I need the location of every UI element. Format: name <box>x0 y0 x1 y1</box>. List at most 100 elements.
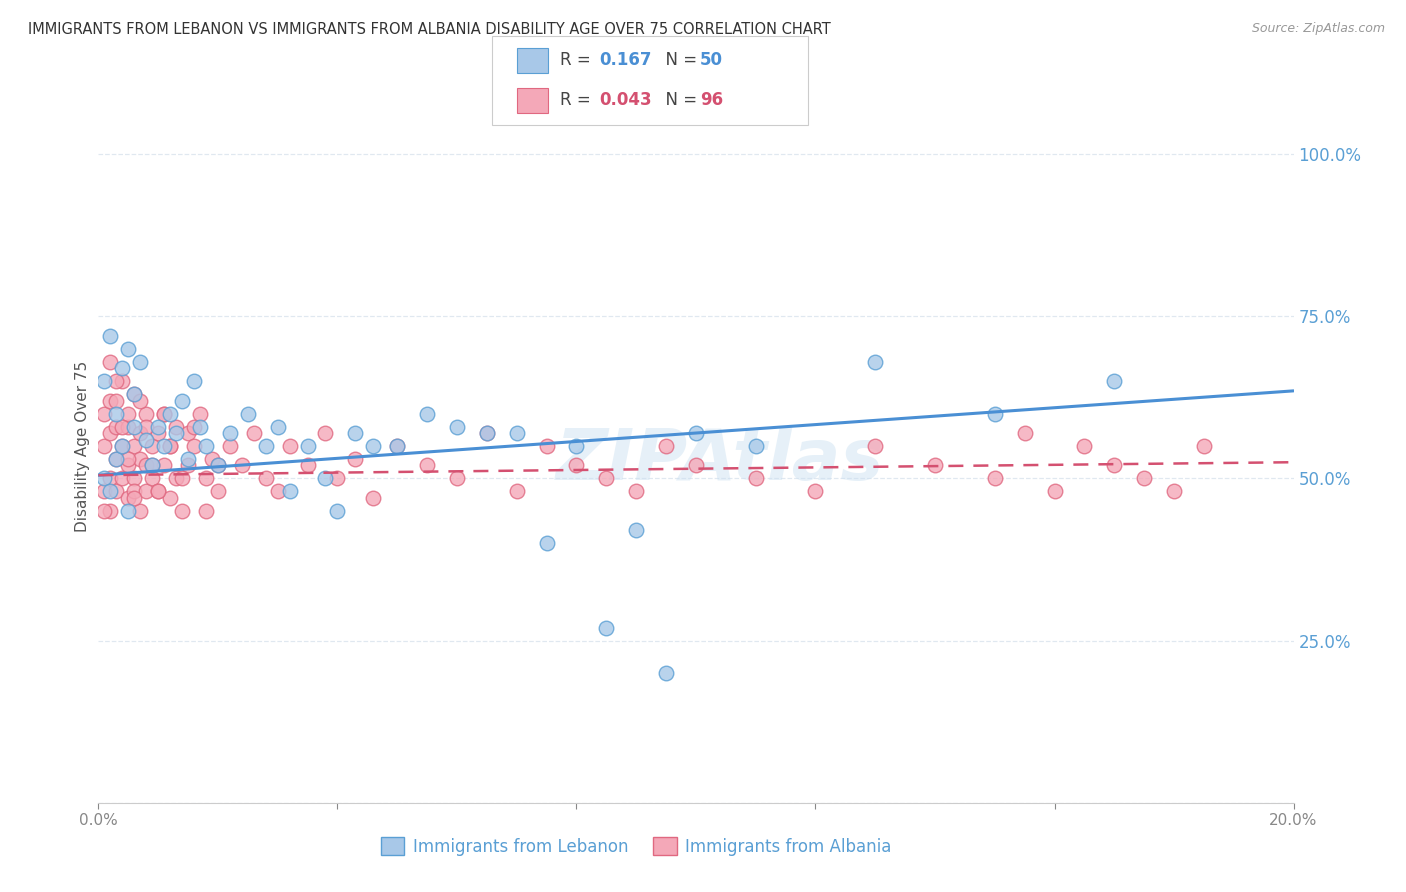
Point <box>124 387 146 401</box>
Point <box>278 484 301 499</box>
Point <box>148 419 170 434</box>
Point <box>172 504 194 518</box>
Point <box>98 484 122 499</box>
Point <box>685 458 707 473</box>
Point <box>153 458 176 473</box>
Point <box>363 491 385 505</box>
Point <box>219 425 242 440</box>
Point <box>1133 471 1156 485</box>
Point <box>98 425 122 440</box>
Text: ZIPAtlas: ZIPAtlas <box>555 425 884 495</box>
Point <box>124 439 146 453</box>
Point <box>117 504 139 518</box>
Point <box>446 471 468 485</box>
Point <box>207 458 229 473</box>
Point <box>1192 439 1215 453</box>
Point <box>385 439 409 453</box>
Point <box>111 361 134 376</box>
Point <box>745 439 768 453</box>
Point <box>153 439 176 453</box>
Point <box>98 354 122 368</box>
Point <box>219 439 242 453</box>
Point <box>177 458 200 473</box>
Point <box>93 439 115 453</box>
Point <box>111 471 134 485</box>
Point <box>135 419 157 434</box>
Point <box>124 387 146 401</box>
Point <box>278 439 301 453</box>
Point <box>111 374 134 388</box>
Point <box>207 458 229 473</box>
Point <box>141 439 163 453</box>
Point <box>117 491 139 505</box>
Point <box>98 328 122 343</box>
Point <box>117 342 139 356</box>
Point <box>105 484 128 499</box>
Point <box>565 458 588 473</box>
Point <box>148 484 170 499</box>
Point <box>865 354 887 368</box>
Point <box>124 471 146 485</box>
Text: Source: ZipAtlas.com: Source: ZipAtlas.com <box>1251 22 1385 36</box>
Point <box>315 471 337 485</box>
Point <box>129 393 152 408</box>
Point <box>536 536 558 550</box>
Point <box>326 471 349 485</box>
Point <box>344 452 367 467</box>
Point <box>506 425 529 440</box>
Point <box>105 452 128 467</box>
Point <box>153 407 176 421</box>
Point <box>177 452 200 467</box>
Point <box>159 407 181 421</box>
Point <box>183 419 205 434</box>
Point <box>124 484 146 499</box>
Text: 0.167: 0.167 <box>599 51 651 70</box>
Point <box>141 471 163 485</box>
Point <box>159 439 181 453</box>
Point <box>254 471 277 485</box>
Point <box>105 452 128 467</box>
Point <box>326 504 349 518</box>
Point <box>93 407 115 421</box>
Point <box>201 452 224 467</box>
Legend: Immigrants from Lebanon, Immigrants from Albania: Immigrants from Lebanon, Immigrants from… <box>374 830 898 863</box>
Point <box>111 439 134 453</box>
Point <box>98 393 122 408</box>
Y-axis label: Disability Age Over 75: Disability Age Over 75 <box>75 360 90 532</box>
Point <box>297 458 319 473</box>
Point <box>129 452 152 467</box>
Point <box>297 439 319 453</box>
Point <box>865 439 887 453</box>
Point <box>148 425 170 440</box>
Point <box>172 393 194 408</box>
Point <box>111 419 134 434</box>
Point <box>188 407 211 421</box>
Point <box>236 407 259 421</box>
Point <box>745 471 768 485</box>
Point <box>984 471 1007 485</box>
Point <box>124 419 146 434</box>
Point <box>188 419 211 434</box>
Point <box>105 419 128 434</box>
Point <box>135 458 157 473</box>
Text: 96: 96 <box>700 91 723 110</box>
Point <box>117 407 139 421</box>
Point <box>1104 458 1126 473</box>
Point <box>141 458 163 473</box>
Point <box>172 471 194 485</box>
Point <box>506 484 529 499</box>
Text: 50: 50 <box>700 51 723 70</box>
Text: N =: N = <box>655 51 703 70</box>
Point <box>626 524 648 538</box>
Point <box>135 484 157 499</box>
Point <box>93 471 115 485</box>
Point <box>183 374 205 388</box>
Text: 0.043: 0.043 <box>599 91 651 110</box>
Point <box>231 458 253 473</box>
Point <box>595 621 617 635</box>
Point <box>416 407 439 421</box>
Text: N =: N = <box>655 91 703 110</box>
Point <box>195 471 218 485</box>
Point <box>165 419 187 434</box>
Point <box>344 425 367 440</box>
